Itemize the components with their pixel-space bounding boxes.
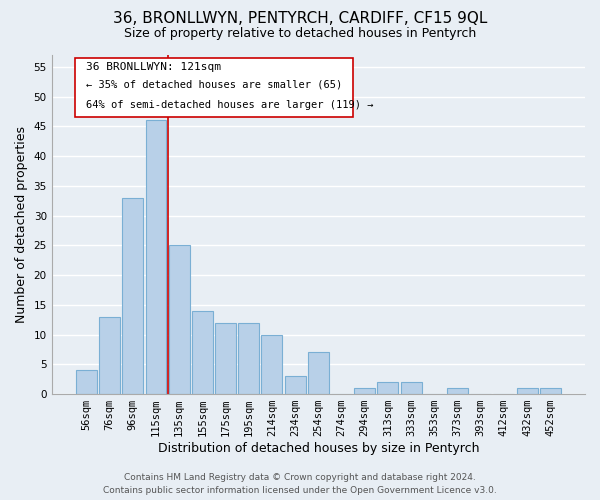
Bar — [76, 370, 97, 394]
Text: ← 35% of detached houses are smaller (65): ← 35% of detached houses are smaller (65… — [86, 80, 343, 90]
Bar — [146, 120, 166, 394]
Bar — [122, 198, 143, 394]
Text: 36 BRONLLWYN: 121sqm: 36 BRONLLWYN: 121sqm — [86, 62, 221, 72]
Bar — [169, 246, 190, 394]
Bar — [377, 382, 398, 394]
Bar — [401, 382, 422, 394]
Bar — [262, 334, 283, 394]
Bar — [540, 388, 561, 394]
Text: 36, BRONLLWYN, PENTYRCH, CARDIFF, CF15 9QL: 36, BRONLLWYN, PENTYRCH, CARDIFF, CF15 9… — [113, 11, 487, 26]
Bar — [308, 352, 329, 394]
Bar — [447, 388, 468, 394]
Text: Contains HM Land Registry data © Crown copyright and database right 2024.
Contai: Contains HM Land Registry data © Crown c… — [103, 474, 497, 495]
FancyBboxPatch shape — [75, 58, 353, 118]
Bar — [354, 388, 375, 394]
Bar — [192, 311, 213, 394]
Bar — [99, 316, 120, 394]
Bar — [215, 322, 236, 394]
Bar — [238, 322, 259, 394]
Text: Size of property relative to detached houses in Pentyrch: Size of property relative to detached ho… — [124, 26, 476, 40]
Bar — [517, 388, 538, 394]
Text: 64% of semi-detached houses are larger (119) →: 64% of semi-detached houses are larger (… — [86, 100, 374, 110]
Bar — [284, 376, 305, 394]
X-axis label: Distribution of detached houses by size in Pentyrch: Distribution of detached houses by size … — [158, 442, 479, 455]
Y-axis label: Number of detached properties: Number of detached properties — [15, 126, 28, 323]
